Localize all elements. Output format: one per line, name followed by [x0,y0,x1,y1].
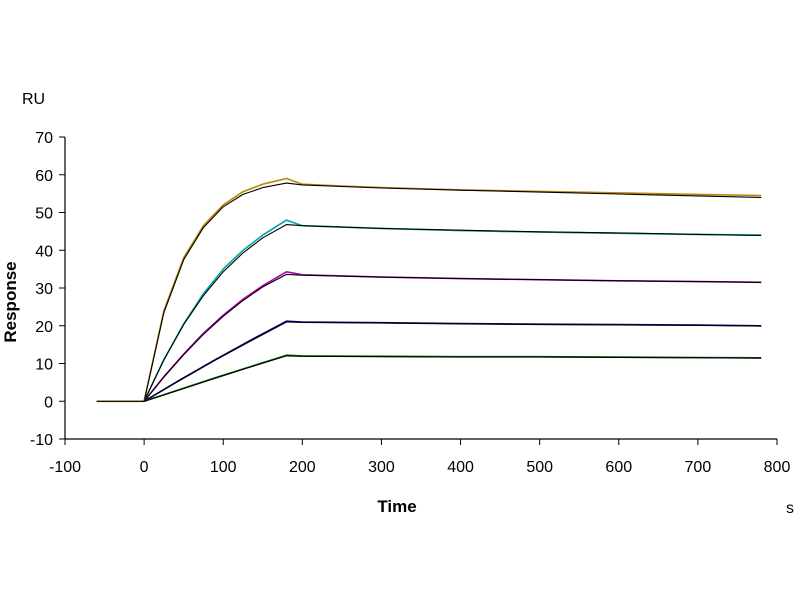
y-tick-label: 0 [44,394,53,411]
y-ticks: -10 0 10 20 30 40 50 60 70 [30,130,65,449]
y-tick-label: 50 [35,206,53,223]
y-unit-label: RU [22,91,45,108]
x-tick-label: 600 [605,459,632,476]
x-ticks: -100 0 100 200 300 400 500 600 700 800 [49,439,790,476]
series-line-9 [143,355,762,402]
y-tick-label: 40 [35,243,53,260]
series-line-6 [143,320,762,402]
y-axis: -10 0 10 20 30 40 50 60 70 [30,130,66,449]
y-tick-label: 60 [35,168,53,185]
y-tick-label: -10 [30,432,53,449]
x-tick-label: 400 [447,459,474,476]
y-tick-label: 20 [35,319,53,336]
series-line-5 [143,273,762,402]
series-line-4 [143,270,762,402]
x-tick-label: 100 [210,459,237,476]
x-tick-label: 800 [764,459,791,476]
x-unit-label: s [786,500,794,517]
y-tick-label: 30 [35,281,53,298]
y-tick-label: 70 [35,130,53,147]
series-line-2 [143,219,762,402]
x-tick-label: 700 [685,459,712,476]
x-axis: -100 0 100 200 300 400 500 600 700 800 [49,438,790,476]
x-tick-label: 0 [140,459,149,476]
series-line-8 [143,354,762,403]
series-line-3 [143,224,762,402]
y-axis-title: Response [1,261,20,342]
x-tick-label: 200 [289,459,316,476]
x-tick-label: -100 [49,459,81,476]
series-line-0 [96,177,762,403]
x-axis-title: Time [377,497,416,516]
y-tick-label: 10 [35,357,53,374]
x-tick-label: 500 [526,459,553,476]
series-line-1 [96,182,762,402]
x-tick-label: 300 [368,459,395,476]
series-layer [96,177,762,403]
series-line-7 [143,321,762,402]
